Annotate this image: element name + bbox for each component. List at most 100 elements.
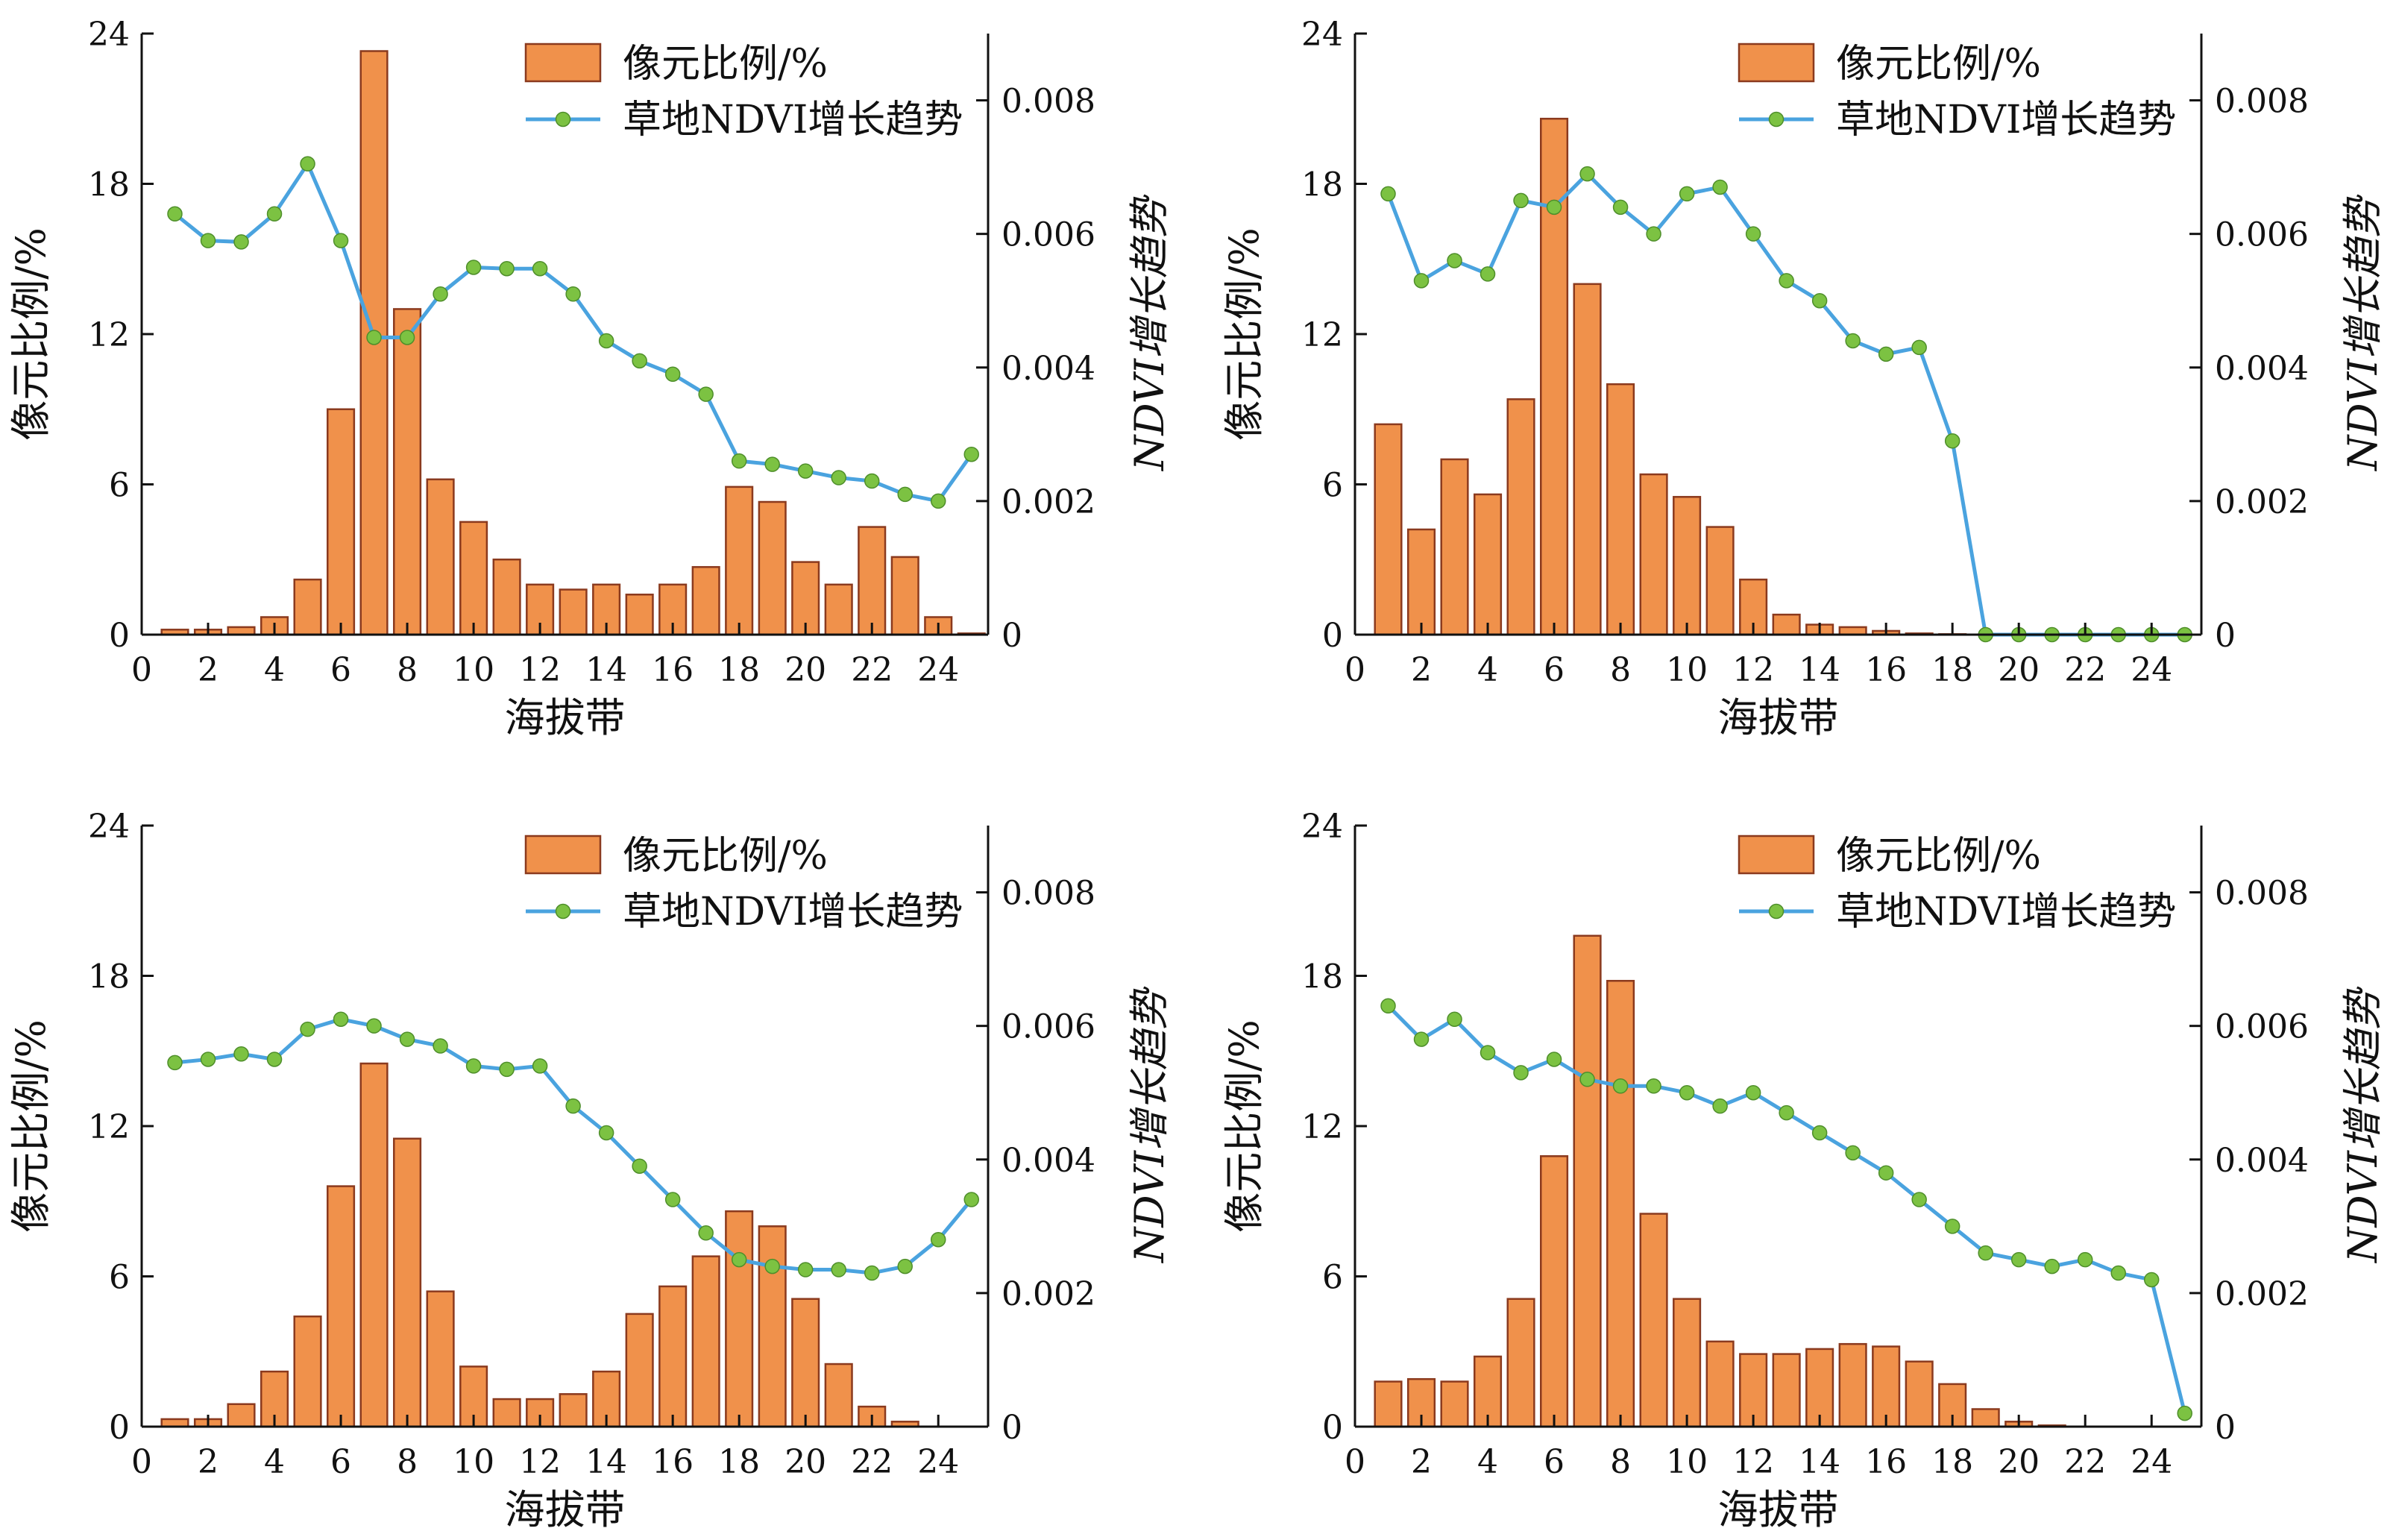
trend-point xyxy=(2143,1272,2160,1288)
bar xyxy=(1374,423,1403,636)
trend-point xyxy=(266,1052,283,1067)
x-tick-label: 2 xyxy=(1411,651,1432,689)
x-tick-label: 8 xyxy=(397,1443,418,1481)
trend-point xyxy=(632,353,647,369)
bar xyxy=(758,500,787,636)
trend-point xyxy=(930,1231,946,1248)
trend-point xyxy=(1811,292,1828,309)
trend-point xyxy=(2010,1251,2027,1268)
y-right-tick-label: 0.006 xyxy=(2215,216,2309,254)
x-tick-label: 16 xyxy=(1865,651,1907,689)
x-tick-label: 0 xyxy=(131,651,152,689)
trend-point xyxy=(366,330,382,345)
y-right-axis-title: NDVI增长趋势 xyxy=(2339,194,2386,472)
trend-point xyxy=(333,1011,349,1027)
y-left-tick-label: 18 xyxy=(1301,166,1343,204)
bar xyxy=(758,1225,787,1428)
y-left-tick-label: 24 xyxy=(88,16,130,54)
y-left-tick-label: 24 xyxy=(1301,16,1343,54)
trend-point xyxy=(664,1192,681,1207)
trend-point xyxy=(1480,266,1496,282)
trend-point xyxy=(1845,333,1861,349)
x-tick-label: 18 xyxy=(718,651,760,689)
trend-point xyxy=(1447,1011,1462,1027)
y-left-tick-label: 0 xyxy=(1322,617,1343,655)
y-left-axis-title: 像元比例/% xyxy=(1221,227,1268,441)
bar xyxy=(393,1137,422,1428)
y-right-tick-label: 0.002 xyxy=(1002,483,1095,521)
trend-point xyxy=(1646,1078,1661,1094)
x-tick-label: 20 xyxy=(1998,1443,2040,1481)
trend-point xyxy=(1413,1031,1430,1047)
x-axis-title: 海拔带 xyxy=(505,1486,626,1533)
bar xyxy=(492,559,521,636)
trend-point xyxy=(499,260,515,277)
trend-point xyxy=(266,206,283,222)
x-tick-label: 22 xyxy=(2064,651,2106,689)
legend-bar-label: 像元比例/% xyxy=(1836,42,2041,87)
bar xyxy=(1506,398,1535,636)
trend-point xyxy=(2077,1251,2093,1268)
x-tick-label: 14 xyxy=(585,1443,627,1481)
x-tick-label: 0 xyxy=(1345,1443,1365,1481)
legend-bar-swatch xyxy=(524,43,602,83)
trend-point xyxy=(1646,226,1661,242)
x-tick-label: 12 xyxy=(519,1443,561,1481)
trend-point xyxy=(698,1225,714,1241)
y-left-tick-label: 12 xyxy=(1301,316,1343,354)
bar xyxy=(1639,473,1668,636)
y-right-tick-label: 0.002 xyxy=(2215,483,2309,521)
y-left-tick-label: 0 xyxy=(109,617,130,655)
y-left-tick-label: 6 xyxy=(109,1259,130,1297)
trend-point xyxy=(764,456,780,472)
y-left-tick-label: 6 xyxy=(1322,1259,1343,1297)
x-tick-label: 4 xyxy=(264,651,285,689)
x-tick-label: 16 xyxy=(652,1443,694,1481)
x-tick-label: 4 xyxy=(264,1443,285,1481)
trend-point xyxy=(167,206,183,222)
trend-point xyxy=(2044,1258,2060,1275)
trend-point xyxy=(1878,1165,1894,1181)
bar xyxy=(1540,1155,1569,1428)
trend-point xyxy=(632,1158,647,1174)
bar xyxy=(1872,1345,1901,1428)
x-tick-label: 12 xyxy=(1732,1443,1774,1481)
trend-point xyxy=(233,1046,249,1062)
trend-point xyxy=(598,333,614,349)
trend-point xyxy=(864,473,880,489)
x-tick-label: 24 xyxy=(917,651,959,689)
trend-point xyxy=(1679,186,1695,202)
legend-bar-swatch xyxy=(524,835,602,875)
trend-point xyxy=(1978,1245,1993,1261)
legend-line-label: 草地NDVI增长趋势 xyxy=(1836,98,2176,142)
y-right-tick-label: 0.004 xyxy=(1002,350,1095,388)
bar xyxy=(691,1255,720,1428)
bar xyxy=(725,1210,754,1428)
x-tick-label: 16 xyxy=(652,651,694,689)
trend-point xyxy=(433,286,448,302)
y-left-tick-label: 12 xyxy=(88,316,130,354)
trend-point xyxy=(1745,226,1761,242)
y-left-tick-label: 18 xyxy=(1301,958,1343,996)
trend-point xyxy=(963,446,979,462)
y-right-tick-label: 0 xyxy=(1002,617,1022,655)
y-left-tick-label: 6 xyxy=(109,467,130,505)
trend-point xyxy=(333,233,349,248)
bar xyxy=(492,1398,521,1428)
bar xyxy=(1805,1348,1834,1428)
bar xyxy=(327,408,356,636)
x-axis-title: 海拔带 xyxy=(1718,1486,1839,1533)
trend-point xyxy=(1911,1192,1927,1207)
trend-point xyxy=(831,1262,846,1277)
x-tick-label: 18 xyxy=(1931,1443,1973,1481)
bar xyxy=(1573,934,1602,1428)
trend-point xyxy=(1380,186,1396,202)
x-tick-label: 6 xyxy=(1544,651,1565,689)
bar xyxy=(691,566,720,636)
trend-point xyxy=(2177,1405,2192,1421)
y-left-axis-title: 像元比例/% xyxy=(7,1019,54,1233)
bar xyxy=(1440,1380,1469,1428)
legend-bar-label: 像元比例/% xyxy=(623,834,828,879)
bar xyxy=(1705,1340,1735,1428)
trend-point xyxy=(897,486,913,503)
